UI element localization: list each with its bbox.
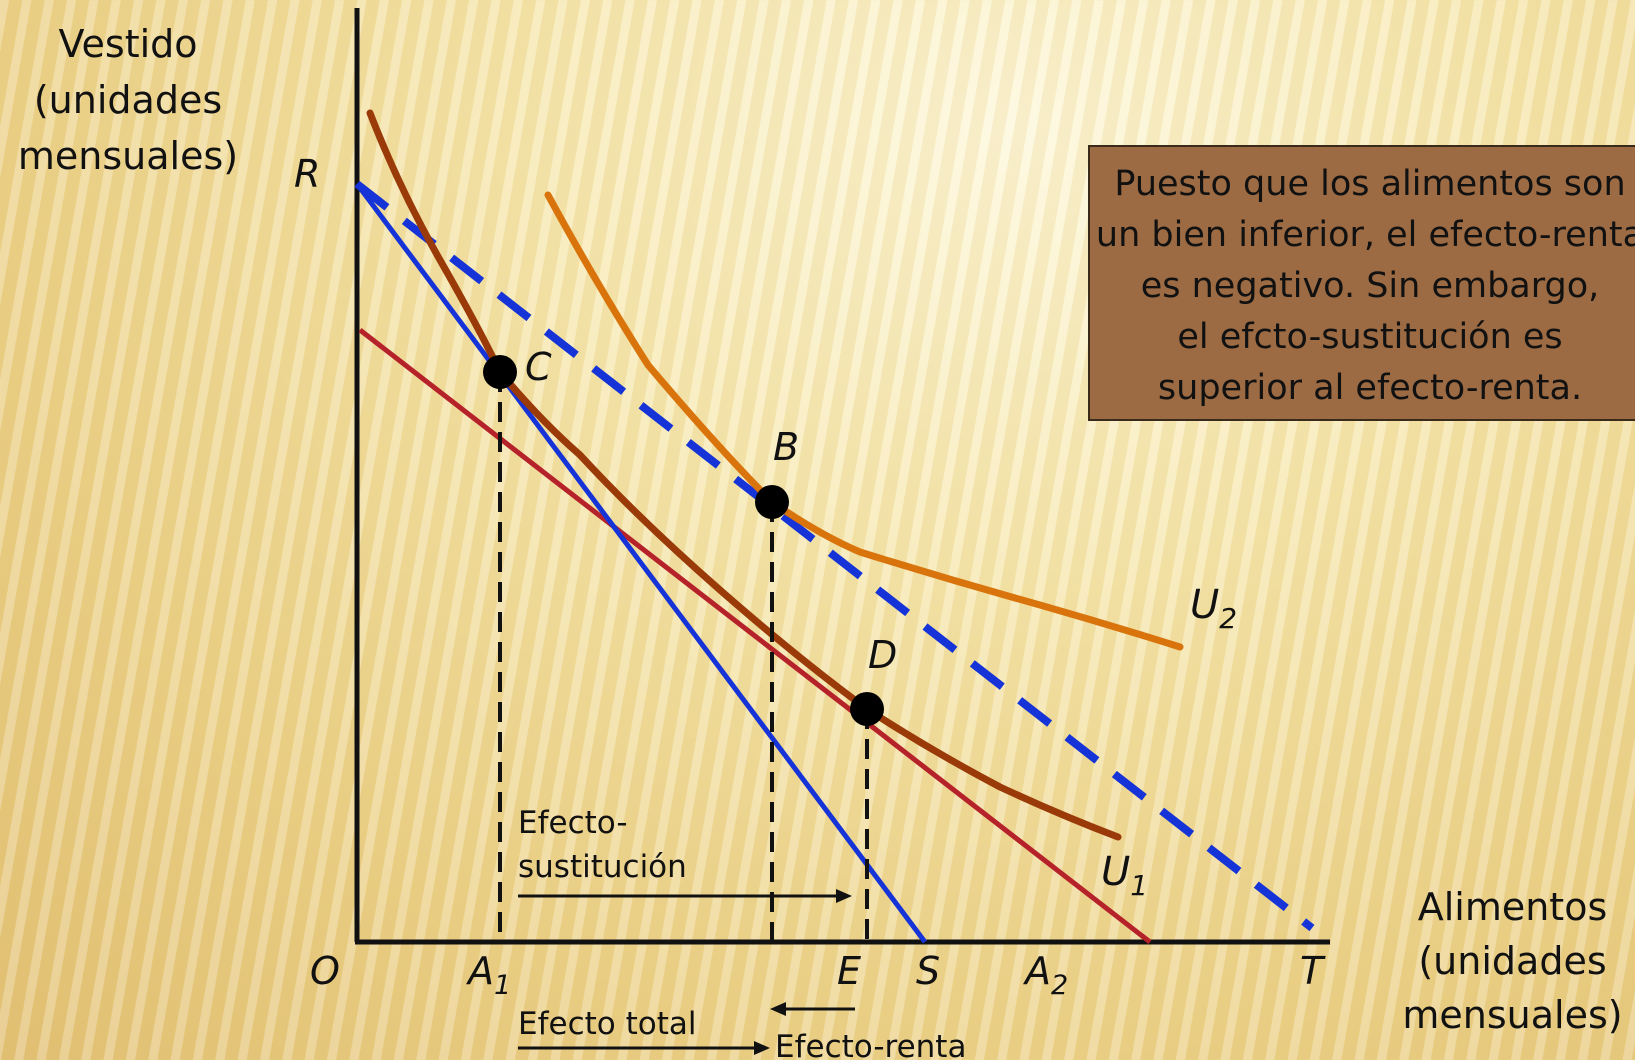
income-effect-arrowhead [770,1002,786,1016]
total-effect-label: Efecto total [518,1006,696,1042]
point-d [850,692,884,726]
label-b: B [773,425,799,469]
label-d: D [868,633,897,677]
label-a1: A1 [465,949,511,1001]
substitution-effect-arrowhead [836,889,852,903]
indifference-curve-u1 [366,109,1122,841]
indifference-curve-u2 [544,191,1184,651]
point-c [483,355,517,389]
income-effect-label: Efecto-renta [775,1029,966,1060]
budget-line-initial [354,182,928,944]
label-a2: A2 [1022,949,1068,1001]
budget-line-parallel-dashed [354,180,1315,932]
substitution-effect-label: Efecto- sustitución [518,805,687,885]
label-s: S [916,949,940,993]
label-u1: U1 [1101,849,1148,902]
label-r: R [294,152,320,196]
x-axis-label: Alimentos (unidades mensuales) [1402,885,1623,1037]
label-origin: O [310,949,340,993]
y-axis-label: Vestido (unidades mensuales) [17,22,239,178]
label-u2: U2 [1190,582,1237,635]
budget-line-final [358,328,1152,944]
explanation-callout: Puesto que los alimentos son un bien inf… [1088,145,1635,421]
total-effect-arrowhead [754,1041,770,1055]
label-e: E [837,949,861,993]
callout-text: Puesto que los alimentos son un bien inf… [1095,164,1635,408]
label-c: C [525,345,552,389]
label-t: T [1300,949,1326,993]
point-b [755,485,789,519]
